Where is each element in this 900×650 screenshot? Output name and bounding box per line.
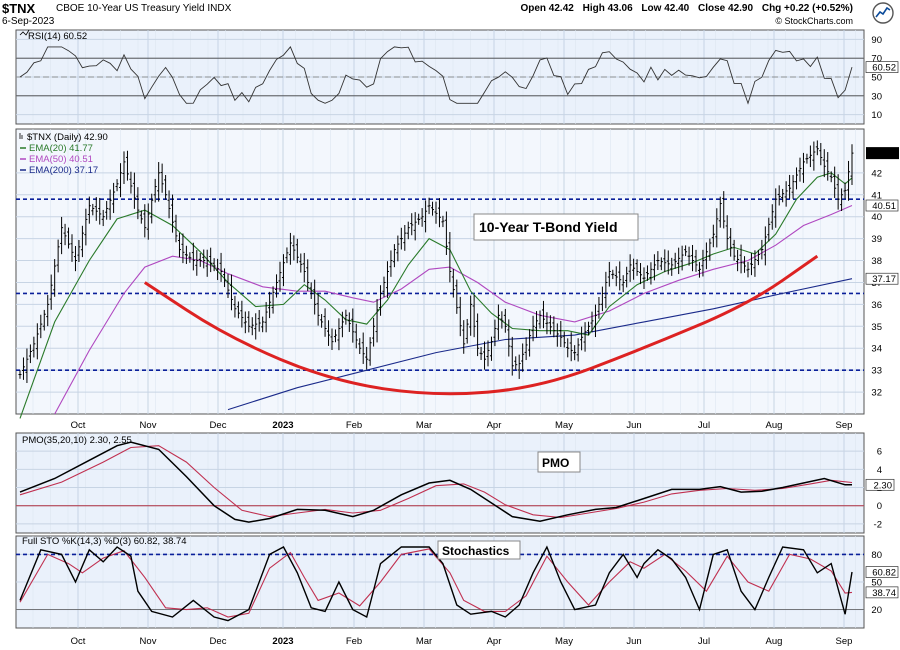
pmo-ytick-label: -2: [874, 519, 882, 530]
price-xtick-label: Oct: [71, 420, 86, 431]
price-xtick-label: Mar: [416, 420, 432, 431]
price-xtick-label: Jun: [626, 420, 641, 431]
price-xtick-label: Nov: [140, 420, 157, 431]
legend-label: EMA(200) 37.17: [29, 165, 98, 176]
price-panel-frame: [15, 128, 865, 415]
price-xtick-label: Jul: [698, 420, 710, 431]
price-ytick-label: 39: [871, 234, 882, 245]
pmo-panel-frame: [15, 432, 865, 534]
price-ytick-label: 41: [871, 190, 882, 201]
open-value: Open 42.42: [520, 3, 574, 14]
price-xtick-label: May: [555, 420, 573, 431]
pmo-line: [19, 441, 852, 523]
rsi-line: [19, 46, 853, 105]
stoch-value-marker-box: [865, 566, 899, 578]
stoch-annotation-box: [437, 540, 521, 560]
price-xtick-label: Apr: [487, 420, 502, 431]
price-ytick-label: 32: [871, 388, 882, 399]
stoch-value-marker-box: [865, 586, 899, 599]
stoch-xtick-label: 2023: [272, 636, 293, 647]
pmo-ytick-label: 6: [877, 447, 882, 458]
price-annotation-box: [473, 213, 639, 241]
price-ytick-label: 38: [871, 256, 882, 267]
stockcharts-credit: © StockCharts.com: [775, 16, 853, 26]
stoch-xtick-label: Feb: [346, 636, 362, 647]
pmo-title: PMO(35,20,10) 2.30, 2.55: [22, 435, 132, 446]
price-xtick-label: Aug: [766, 420, 783, 431]
stochastic-ytick-label: 50: [871, 578, 882, 589]
ticker-symbol: $TNX: [2, 1, 36, 16]
rsi-title: RSI(14) 60.52: [28, 31, 87, 42]
pmo-annotation-text: PMO: [542, 456, 569, 470]
price-marker-box: [865, 272, 899, 285]
price-ytick-label: 33: [871, 366, 882, 377]
price-last-marker-box: [866, 147, 899, 160]
pmo-annotation-box: [537, 451, 581, 473]
price-marker-label: 37.17: [872, 274, 896, 285]
pmo-ytick-label: 4: [877, 465, 882, 476]
price-ytick-label: 40: [871, 212, 882, 223]
rsi-title-icon: [19, 29, 30, 36]
legend-label: EMA(50) 40.51: [29, 154, 93, 165]
stoch-xtick-label: Oct: [71, 636, 86, 647]
rsi-ytick-label: 50: [871, 73, 882, 84]
ticker-description: CBOE 10-Year US Treasury Yield INDX: [56, 3, 232, 14]
price-ytick-label: 34: [871, 344, 882, 355]
stoch-xtick-label: Mar: [416, 636, 432, 647]
price-xtick-label: Feb: [346, 420, 362, 431]
stoch-k-line: [19, 545, 853, 622]
pmo-value-marker-label: 2.30: [874, 480, 893, 491]
price-ytick-label: 42: [871, 168, 882, 179]
rsi-ytick-label: 70: [871, 54, 882, 65]
close-value: Close 42.90: [698, 3, 754, 14]
price-last-marker-label: 42.90: [872, 149, 896, 160]
stoch-xtick-label: Apr: [487, 636, 502, 647]
stoch-xtick-label: Jun: [626, 636, 641, 647]
rsi-value-marker-label: 60.52: [872, 63, 896, 74]
change-value: Chg +0.22 (+0.52%): [761, 3, 853, 14]
high-value: High 43.06: [582, 3, 633, 14]
price-ytick-label: 36: [871, 300, 882, 311]
price-marker-box: [865, 199, 899, 212]
price-xtick-label: Sep: [836, 420, 853, 431]
rounded-bottom-curve: [143, 254, 819, 396]
price-xtick-label: Dec: [210, 420, 227, 431]
legend-label: EMA(20) 41.77: [29, 143, 93, 154]
low-value: Low 42.40: [641, 3, 690, 14]
chart-date: 6-Sep-2023: [2, 16, 55, 27]
stochastic-ytick-label: 20: [871, 605, 882, 616]
stoch-annotation-text: Stochastics: [442, 544, 510, 558]
price-bars: [18, 140, 854, 383]
stoch-xtick-label: Dec: [210, 636, 227, 647]
stoch-value-marker-label: 60.82: [872, 568, 896, 579]
rsi-value-marker-box: [865, 61, 899, 73]
stoch-xtick-label: Jul: [698, 636, 710, 647]
stoch-xtick-label: Nov: [140, 636, 157, 647]
stoch-xtick-label: Sep: [836, 636, 853, 647]
price-marker-label: 40.51: [872, 201, 896, 212]
price-xtick-label: 2023: [272, 420, 293, 431]
stoch-xtick-label: May: [555, 636, 573, 647]
stoch-d-line: [19, 548, 853, 618]
rsi-ytick-label: 90: [871, 35, 882, 46]
stoch-title: Full STO %K(14,3) %D(3) 60.82, 38.74: [22, 536, 187, 547]
stoch-value-marker-label: 38.74: [872, 588, 896, 599]
rsi-ytick-label: 10: [871, 110, 882, 121]
price-title: $TNX (Daily) 42.90: [27, 132, 108, 143]
price-ytick-label: 35: [871, 322, 882, 333]
ohlc-summary: Open 42.42 High 43.06 Low 42.40 Close 42…: [514, 3, 853, 14]
price-annotation-text: 10-Year T-Bond Yield: [479, 219, 618, 235]
pmo-value-marker-box: [865, 478, 895, 491]
rsi-ytick-label: 30: [871, 91, 882, 102]
stochastic-ytick-label: 80: [871, 550, 882, 561]
stoch-xtick-label: Aug: [766, 636, 783, 647]
stockcharts-logo-icon: [872, 2, 894, 24]
pmo-ytick-label: 0: [877, 501, 882, 512]
price-title-icon: [19, 133, 23, 139]
